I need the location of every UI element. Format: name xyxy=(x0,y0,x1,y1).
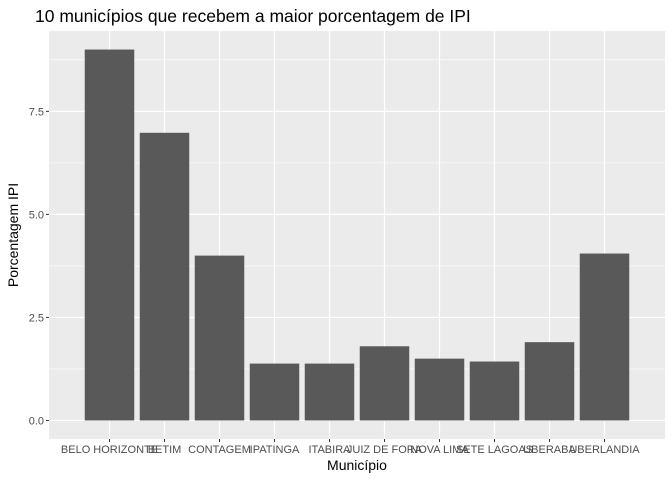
bar xyxy=(249,363,300,421)
x-axis-title: Município xyxy=(327,457,387,473)
x-tick-label: BETIM xyxy=(148,444,182,456)
x-tick-label: UBERLANDIA xyxy=(569,444,640,456)
bar xyxy=(84,49,135,421)
bars xyxy=(84,49,630,421)
y-axis-title: Porcentagem IPI xyxy=(5,183,21,287)
bar xyxy=(304,363,355,421)
bar xyxy=(194,255,245,421)
y-tick-label: 2.5 xyxy=(29,312,44,324)
bar xyxy=(139,132,190,421)
x-tick-label: JUIZ DE FORA xyxy=(347,444,423,456)
bar xyxy=(414,358,465,421)
x-tick-label: IPATINGA xyxy=(250,444,300,456)
y-tick-label: 0.0 xyxy=(29,415,44,427)
y-axis: 0.0 2.5 5.0 7.5 xyxy=(29,106,49,427)
x-tick-label: BELO HORIZONTE xyxy=(61,444,158,456)
x-tick-label: CONTAGEM xyxy=(188,444,251,456)
x-tick-label: NOVA LIMA xyxy=(410,444,469,456)
bar xyxy=(469,361,520,421)
chart-title: 10 municípios que recebem a maior porcen… xyxy=(35,6,471,26)
bar xyxy=(579,253,630,421)
x-tick-label: UBERABA xyxy=(523,444,576,456)
bar xyxy=(524,342,575,421)
y-tick-label: 7.5 xyxy=(29,106,44,118)
y-tick-label: 5.0 xyxy=(29,209,44,221)
bar xyxy=(359,346,410,421)
x-tick-label: SETE LAGOAS xyxy=(456,444,533,456)
x-tick-label: ITABIRA xyxy=(309,444,352,456)
